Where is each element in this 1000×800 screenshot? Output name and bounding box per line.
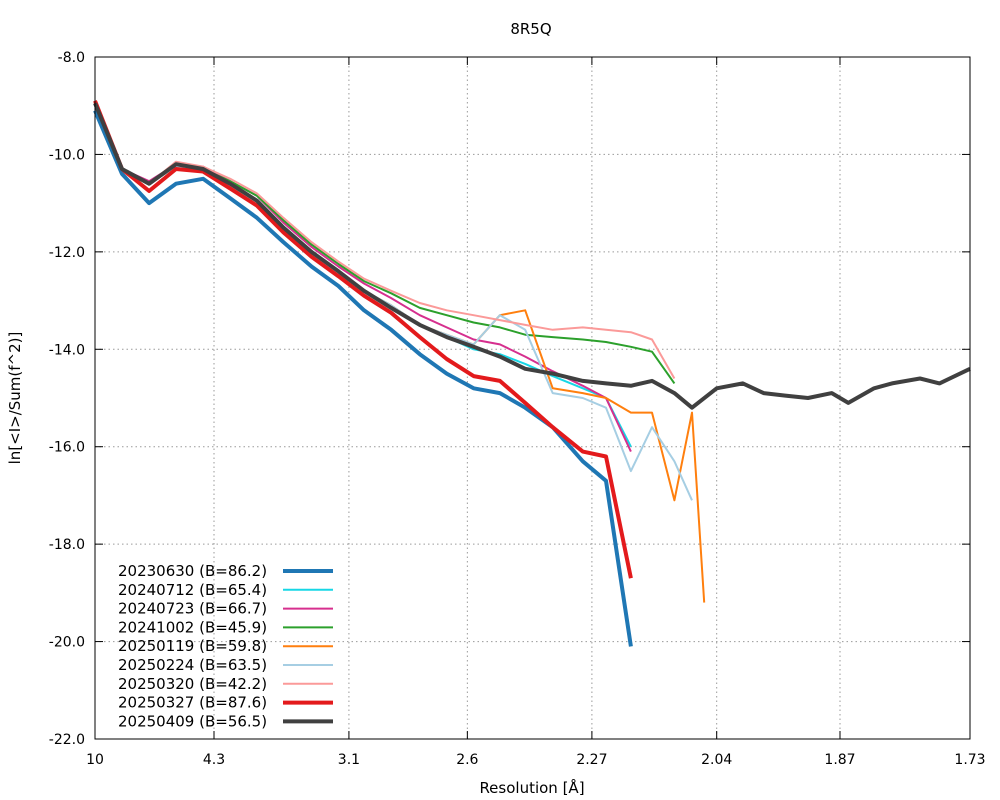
y-tick-label: -18.0 xyxy=(49,537,85,553)
x-tick-label: 4.3 xyxy=(203,752,225,768)
x-tick-label: 3.1 xyxy=(338,752,360,768)
legend-label: 20250119 (B=59.8) xyxy=(118,637,267,655)
legend-label: 20240723 (B=66.7) xyxy=(118,600,267,618)
y-tick-label: -20.0 xyxy=(49,635,85,651)
legend-label: 20230630 (B=86.2) xyxy=(118,562,267,580)
legend-label: 20250327 (B=87.6) xyxy=(118,694,267,712)
series-line-6 xyxy=(94,102,676,379)
x-tick-label: 1.73 xyxy=(954,752,985,768)
axis-ticks: 10 4.3 3.1 2.6 2.27 2.04 1.87 1.73 -22.0 -20.0 -18… xyxy=(49,50,986,768)
series-line-7 xyxy=(93,100,633,579)
series-lines xyxy=(93,100,971,647)
legend-label: 20240712 (B=65.4) xyxy=(118,581,267,599)
chart-title: 8R5Q xyxy=(510,20,551,38)
y-tick-label: -10.0 xyxy=(49,147,85,163)
legend: 20230630 (B=86.2)20240712 (B=65.4)202407… xyxy=(118,562,333,730)
x-tick-label: 2.04 xyxy=(701,752,732,768)
x-axis-title: Resolution [Å] xyxy=(479,778,584,797)
series-line-3 xyxy=(94,102,676,384)
plot-frame xyxy=(94,56,971,740)
y-tick-label: -22.0 xyxy=(49,732,85,748)
x-tick-label: 2.6 xyxy=(456,752,478,768)
legend-label: 20241002 (B=45.9) xyxy=(118,618,267,636)
x-tick-label: 2.27 xyxy=(576,752,607,768)
series-line-8 xyxy=(93,102,971,410)
x-tick-label: 10 xyxy=(86,752,104,768)
x-tick-label: 1.87 xyxy=(824,752,855,768)
legend-label: 20250320 (B=42.2) xyxy=(118,675,267,693)
y-tick-label: -12.0 xyxy=(49,245,85,261)
y-tick-label: -16.0 xyxy=(49,440,85,456)
legend-label: 20250409 (B=56.5) xyxy=(118,712,267,730)
y-axis-title: ln[<I>/Sum(f^2)] xyxy=(6,332,24,465)
y-tick-label: -8.0 xyxy=(58,50,85,66)
y-tick-label: -14.0 xyxy=(49,342,85,358)
legend-label: 20250224 (B=63.5) xyxy=(118,656,267,674)
